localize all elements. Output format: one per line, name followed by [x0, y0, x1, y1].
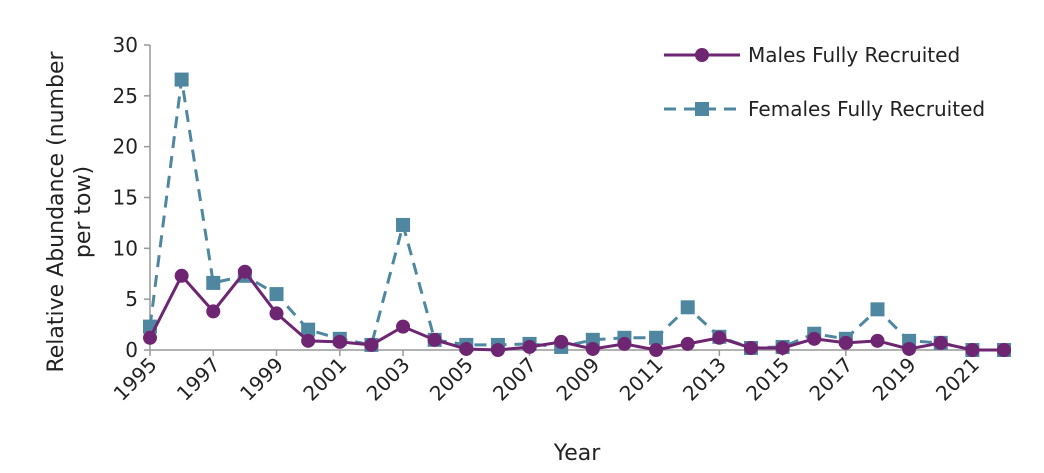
x-tick-label: 2003 — [362, 353, 415, 406]
series-line — [148, 79, 1004, 352]
x-tick-label: 2019 — [868, 353, 921, 406]
x-tick-label: 2009 — [551, 353, 604, 406]
y-tick-label: 25 — [113, 84, 138, 108]
legend-label: Females Fully Recruited — [748, 97, 985, 121]
y-axis-label: Relative Abundance (number per tow) — [44, 51, 96, 373]
marker — [997, 343, 1011, 357]
marker — [490, 343, 505, 357]
legend-marker — [695, 48, 709, 62]
y-tick-label: 15 — [113, 186, 138, 210]
marker — [396, 217, 411, 232]
x-tick-label: 2017 — [804, 353, 857, 406]
marker — [522, 339, 537, 354]
marker — [649, 343, 664, 357]
marker — [712, 330, 727, 345]
marker — [585, 341, 600, 356]
x-tick-label: 1997 — [172, 353, 225, 406]
marker — [332, 334, 347, 349]
legend-label: Males Fully Recruited — [748, 43, 960, 67]
x-tick-label: 1999 — [235, 353, 288, 406]
marker — [617, 336, 632, 351]
marker — [301, 333, 316, 348]
y-tick-label: 0 — [125, 338, 138, 362]
y-tick-label: 10 — [113, 236, 138, 260]
marker — [174, 72, 189, 87]
marker — [649, 330, 664, 345]
y-tick-label: 5 — [125, 287, 138, 311]
marker — [870, 333, 885, 348]
marker — [743, 340, 758, 355]
marker — [427, 332, 442, 347]
y-tick-label: 30 — [113, 33, 138, 57]
marker — [807, 331, 822, 346]
marker — [206, 275, 221, 290]
marker — [237, 264, 252, 279]
x-tick-label: 2021 — [931, 353, 984, 406]
x-tick-label: 2007 — [488, 353, 541, 406]
marker — [269, 306, 284, 321]
marker — [965, 343, 980, 357]
marker — [301, 322, 316, 337]
x-tick-label: 2015 — [741, 353, 794, 406]
marker — [680, 336, 695, 351]
marker — [554, 334, 569, 349]
marker — [902, 341, 917, 356]
marker — [174, 268, 189, 283]
marker — [269, 287, 284, 302]
legend-marker — [695, 102, 709, 116]
x-tick-label: 2011 — [615, 353, 668, 406]
marker — [364, 337, 379, 352]
x-tick-label: 2001 — [298, 353, 351, 406]
series-line — [148, 269, 1004, 352]
marker — [775, 340, 790, 355]
marker — [459, 341, 474, 356]
marker — [396, 319, 411, 334]
marker — [143, 330, 157, 345]
y-tick-label: 20 — [113, 135, 138, 159]
x-tick-label: 2013 — [678, 353, 731, 406]
marker — [680, 300, 695, 315]
x-tick-label: 2005 — [425, 353, 478, 406]
marker — [206, 304, 221, 319]
x-axis-label: Year — [553, 441, 602, 466]
marker — [933, 335, 948, 350]
marker — [870, 302, 885, 317]
marker — [838, 335, 853, 350]
